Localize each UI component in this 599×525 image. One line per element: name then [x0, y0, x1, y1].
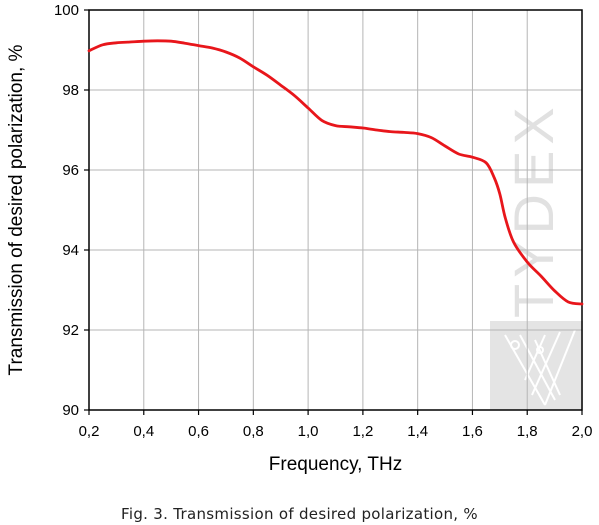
x-tick-label: 0,8	[243, 423, 264, 440]
figure-caption: Fig. 3. Transmission of desired polariza…	[121, 505, 478, 523]
x-axis-title: Frequency, THz	[269, 454, 402, 475]
chart: TYDEX 0,2 0,4 0,6 0,8 1,0 1,2 1,4 1,6 1,8 2,0 909…	[6, 2, 593, 475]
y-tick-label: 98	[62, 82, 79, 99]
y-tick-label: 92	[62, 322, 79, 339]
plot-frame	[88, 9, 583, 411]
y-axis-ticks: 90 92 94 96 98 100	[54, 2, 89, 419]
x-axis-ticks: 0,2 0,4 0,6 0,8 1,0 1,2 1,4 1,6 1,8 2,0	[79, 410, 593, 440]
watermark-text: TYDEX	[502, 101, 565, 318]
series-layer	[87, 39, 584, 306]
x-tick-label: 1,6	[462, 423, 483, 440]
x-tick-label: 1,8	[517, 423, 538, 440]
tydex-watermark-logo: TYDEX	[490, 101, 583, 410]
x-tick-label: 1,4	[407, 423, 428, 440]
x-tick-label: 2,0	[572, 423, 593, 440]
x-tick-label: 1,0	[298, 423, 319, 440]
y-axis-title: Transmission of desired polarization, %	[6, 44, 27, 375]
y-tick-label: 94	[62, 242, 79, 259]
x-tick-label: 0,2	[79, 423, 100, 440]
x-tick-label: 0,4	[133, 423, 154, 440]
y-tick-label: 90	[62, 402, 79, 419]
transmission-series-line	[87, 39, 584, 306]
x-tick-label: 1,2	[352, 423, 373, 440]
y-tick-label: 96	[62, 162, 79, 179]
grid	[89, 10, 582, 410]
y-tick-label: 100	[54, 2, 79, 19]
x-tick-label: 0,6	[188, 423, 209, 440]
